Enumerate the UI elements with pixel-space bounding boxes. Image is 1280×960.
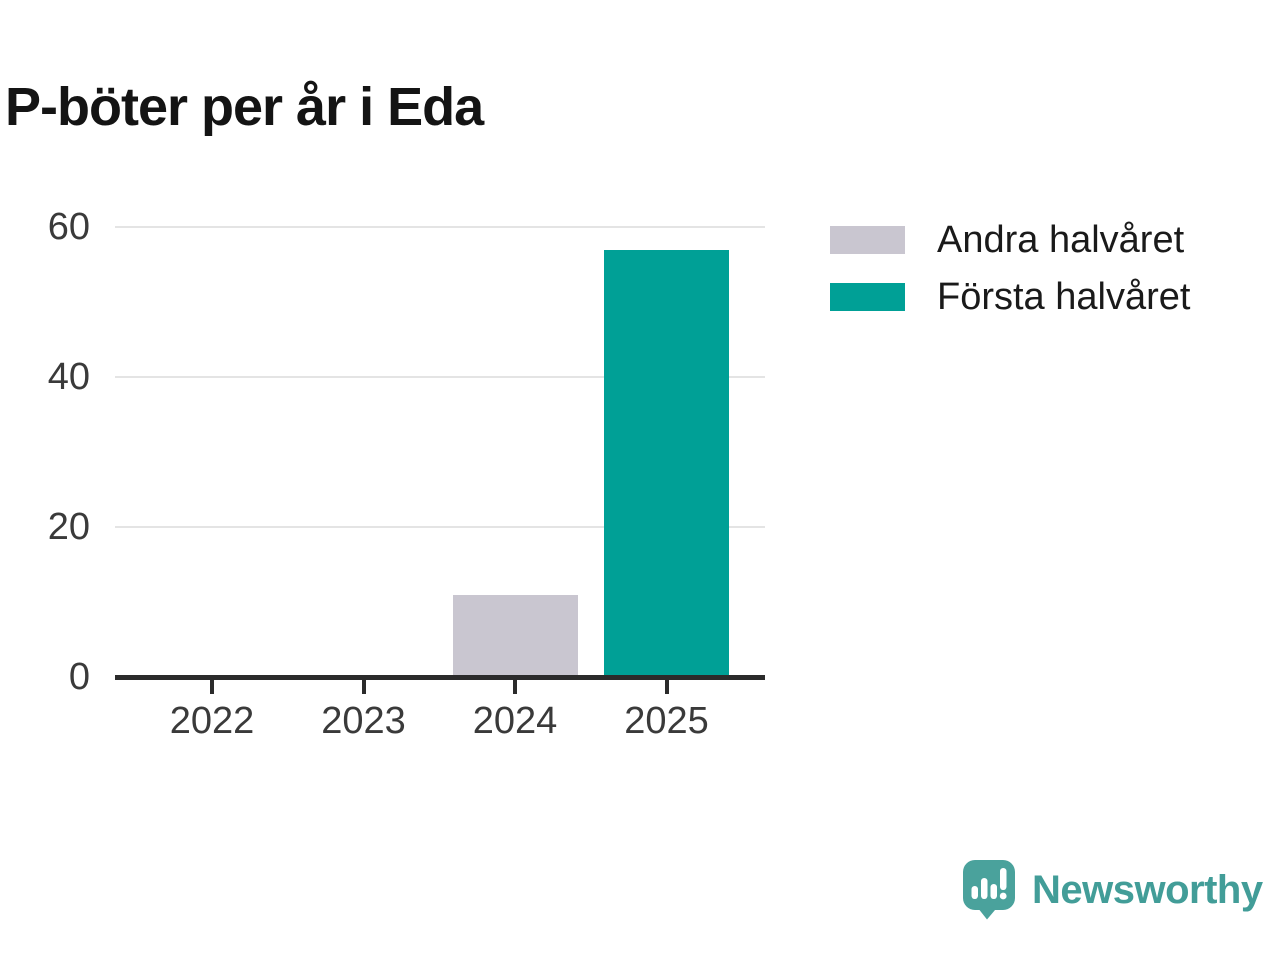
x-tick-2024 <box>513 680 517 694</box>
gridline-y-20 <box>115 526 765 528</box>
legend-label-0: Andra halvåret <box>937 219 1185 261</box>
legend-row-1: Första halvåret <box>830 278 1250 316</box>
newsworthy-logo-text: Newsworthy <box>1032 868 1263 912</box>
x-tick-2023 <box>361 680 366 694</box>
x-tick-2022 <box>210 680 214 694</box>
plot-area <box>115 226 765 677</box>
y-tick-label-20: 20 <box>47 506 90 548</box>
y-axis-labels: 0 20 40 60 <box>0 208 90 696</box>
gridline-y-40 <box>115 376 765 378</box>
legend-row-0: Andra halvåret <box>830 221 1250 259</box>
chart-legend: Andra halvåret Första halvåret <box>830 221 1250 339</box>
legend-swatch-0 <box>830 226 905 254</box>
x-tick-2025 <box>664 680 669 694</box>
newsworthy-speech-bubble-chart-icon <box>963 860 1015 920</box>
x-axis-line <box>115 675 765 680</box>
y-tick-label-0: 0 <box>68 656 90 698</box>
gridline-y-60 <box>115 226 765 228</box>
y-tick-label-60: 60 <box>47 206 90 248</box>
y-tick-label-40: 40 <box>47 356 90 398</box>
x-axis: 2022 2023 2024 2025 <box>115 675 765 755</box>
legend-label-1: Första halvåret <box>937 276 1191 318</box>
x-tick-label-2023: 2023 <box>321 700 406 742</box>
bar-2024-andra-halv-ret <box>452 594 578 677</box>
x-tick-label-2024: 2024 <box>472 700 558 742</box>
x-tick-label-2025: 2025 <box>624 700 709 742</box>
x-tick-label-2022: 2022 <box>169 700 255 742</box>
newsworthy-logo: Newsworthy <box>962 858 1263 922</box>
legend-swatch-1 <box>830 283 905 311</box>
chart-title: P-böter per år i Eda <box>5 77 484 138</box>
bar-2025-f-rsta-halv-ret <box>604 249 729 677</box>
